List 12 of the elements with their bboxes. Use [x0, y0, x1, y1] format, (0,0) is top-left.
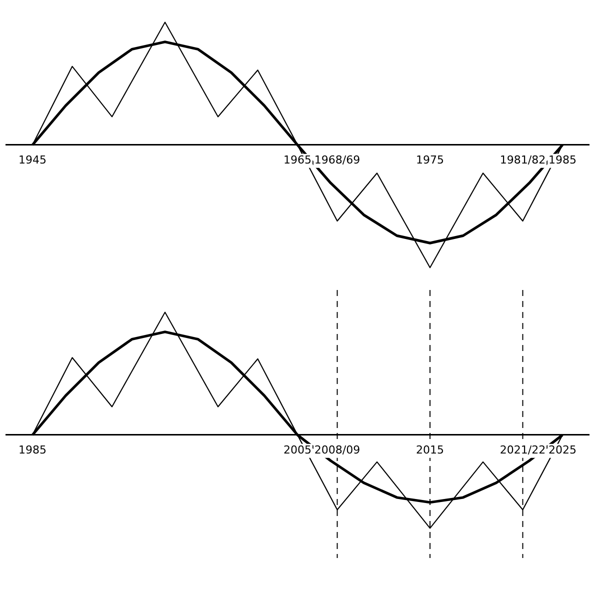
x-tick-label: 1981/82 — [500, 153, 546, 166]
x-tick-label: 1945 — [18, 153, 46, 166]
x-tick-label: 2015 — [416, 443, 444, 456]
x-tick-label: 2008/09 — [314, 443, 360, 456]
x-tick-label: 2025 — [548, 443, 576, 456]
x-tick-label: 2005 — [284, 443, 312, 456]
x-tick-label: 1968/69 — [314, 153, 360, 166]
x-tick-label: 2021/22 — [500, 443, 546, 456]
x-tick-label: 1965 — [284, 153, 312, 166]
x-tick-label: 1985 — [18, 443, 46, 456]
x-tick-label: 1985 — [548, 153, 576, 166]
x-tick-label: 1975 — [416, 153, 444, 166]
